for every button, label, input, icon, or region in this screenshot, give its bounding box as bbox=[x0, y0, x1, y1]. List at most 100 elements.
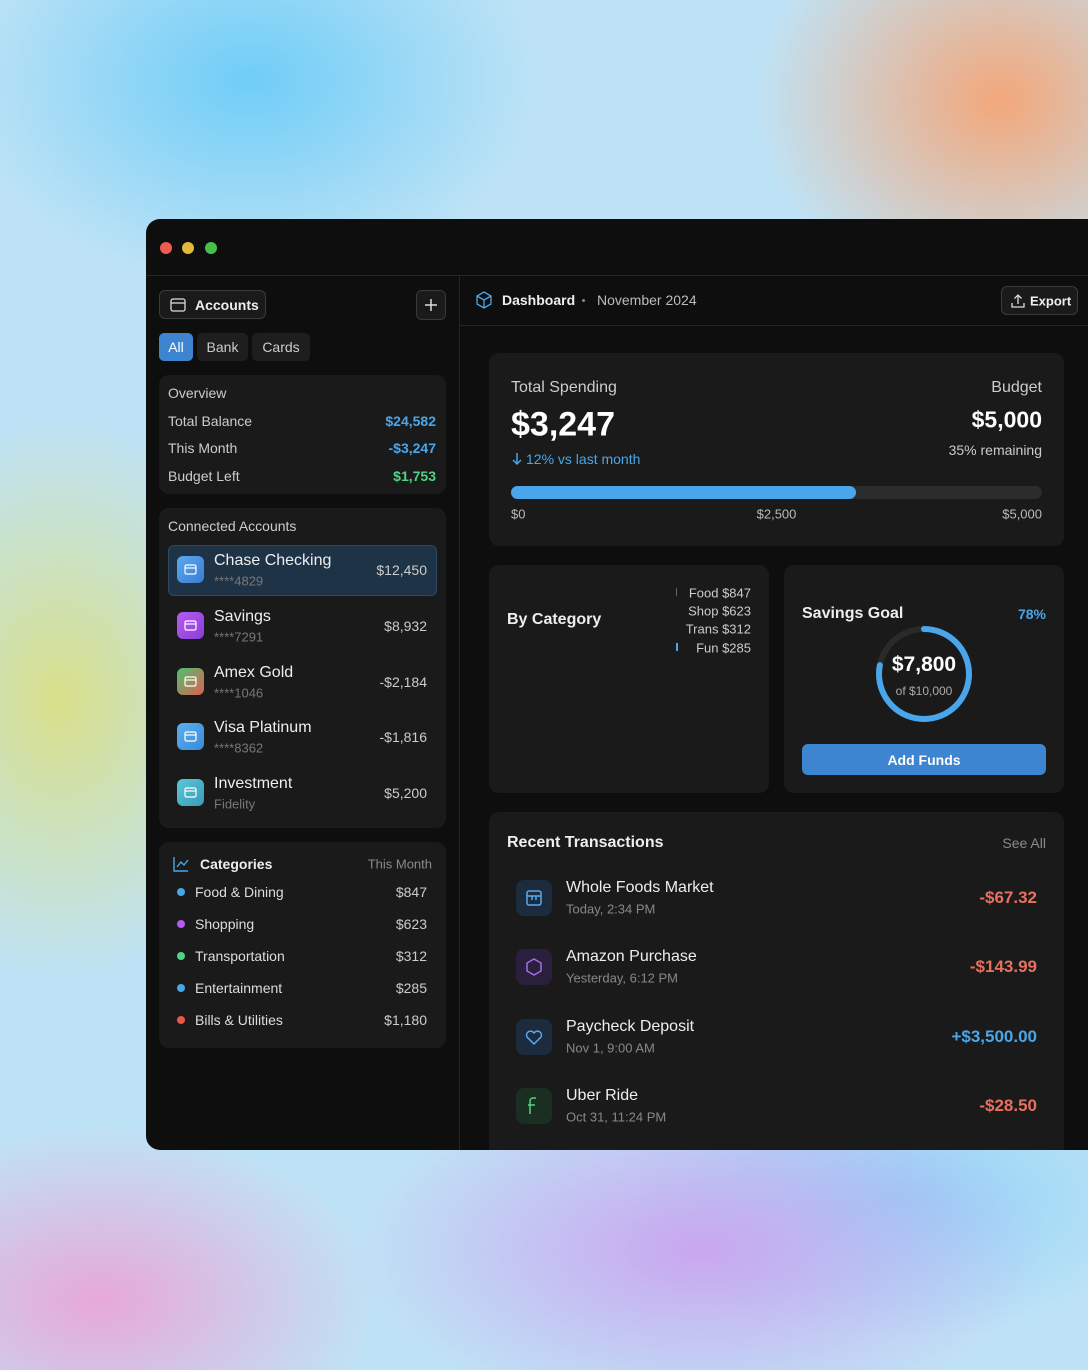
transaction-amount: -$28.50 bbox=[979, 1096, 1037, 1116]
account-item[interactable]: Amex Gold ****1046 -$2,184 bbox=[168, 656, 437, 708]
transaction-glyph bbox=[526, 958, 542, 977]
savings-title: Savings Goal bbox=[802, 605, 904, 622]
transaction-amount: -$143.99 bbox=[969, 957, 1037, 977]
card-glyph bbox=[184, 675, 197, 687]
transaction-amount: -$67.32 bbox=[979, 888, 1037, 907]
category-dot bbox=[177, 984, 185, 992]
account-item[interactable]: Investment Fidelity $5,200 bbox=[168, 767, 437, 819]
chart-icon bbox=[173, 857, 189, 872]
account-name: Investment bbox=[214, 775, 293, 792]
account-detail: ****7291 bbox=[214, 629, 264, 645]
by-category-title: By Category bbox=[507, 611, 602, 628]
transactions-card: Recent Transactions See All Whole Foods … bbox=[489, 812, 1064, 1150]
card-glyph bbox=[184, 787, 197, 798]
card-glyph bbox=[184, 564, 197, 575]
transaction-item[interactable]: Amazon Purchase Yesterday, 6:12 PM -$143.9… bbox=[507, 937, 1046, 997]
tab-label: All bbox=[168, 339, 184, 355]
category-amount: $847 bbox=[395, 884, 427, 900]
transaction-icon bbox=[516, 1088, 552, 1125]
transaction-icon bbox=[516, 880, 552, 916]
card-glyph bbox=[184, 731, 197, 742]
transaction-item[interactable]: Whole Foods Market Today, 2:34 PM -$67.32 bbox=[507, 868, 1046, 928]
progress-fill bbox=[511, 486, 856, 499]
transaction-time: Nov 1, 9:00 AM bbox=[566, 1040, 655, 1056]
account-icon bbox=[177, 779, 204, 806]
transaction-icon bbox=[516, 949, 552, 986]
export-icon bbox=[1011, 294, 1025, 308]
transaction-time: Today, 2:34 PM bbox=[566, 901, 656, 917]
plus-icon bbox=[425, 299, 437, 311]
account-amount: $12,450 bbox=[376, 562, 427, 578]
scale-label: $2,500 bbox=[756, 506, 797, 522]
savings-ring bbox=[876, 626, 972, 722]
account-name: Amex Gold bbox=[214, 663, 294, 681]
account-item[interactable]: Chase Checking ****4829 $12,450 bbox=[168, 544, 437, 596]
selected-highlight bbox=[168, 545, 437, 596]
scale-label: $0 bbox=[511, 506, 526, 522]
tab-cards[interactable]: Cards bbox=[252, 333, 310, 361]
export-label: Export bbox=[1030, 293, 1072, 309]
tab-all[interactable]: All bbox=[159, 333, 193, 361]
card-icon bbox=[170, 298, 186, 312]
account-name: Visa Platinum bbox=[214, 719, 312, 737]
category-amount: $623 bbox=[395, 916, 427, 932]
categories-period: This Month bbox=[367, 856, 432, 872]
transaction-glyph bbox=[526, 890, 542, 906]
accounts-button[interactable]: Accounts bbox=[159, 290, 266, 319]
legend-marker bbox=[676, 588, 677, 596]
tab-label: Cards bbox=[262, 339, 300, 355]
add-funds-button[interactable]: Add Funds bbox=[802, 744, 1046, 775]
account-name: Chase Checking bbox=[214, 552, 332, 569]
category-name: Bills & Utilities bbox=[195, 1012, 283, 1028]
transaction-time: Yesterday, 6:12 PM bbox=[566, 970, 679, 986]
scale-label: $5,000 bbox=[1002, 506, 1042, 522]
row-label: Budget Left bbox=[168, 468, 240, 484]
account-amount: -$2,184 bbox=[379, 673, 427, 690]
category-amount: $312 bbox=[395, 948, 427, 964]
category-amount: $1,180 bbox=[384, 1012, 427, 1028]
transaction-time: Oct 31, 11:24 PM bbox=[566, 1109, 667, 1125]
account-detail: Fidelity bbox=[214, 796, 256, 812]
tab-bank[interactable]: Bank bbox=[197, 333, 248, 361]
account-icon bbox=[177, 611, 204, 639]
account-icon bbox=[177, 556, 204, 583]
category-dot bbox=[177, 952, 185, 960]
category-name: Transportation bbox=[195, 948, 285, 964]
sidebar-border bbox=[459, 276, 460, 1150]
budget-amount: $5,000 bbox=[971, 406, 1042, 433]
category-dot bbox=[177, 920, 185, 928]
window-controls bbox=[160, 242, 217, 254]
connected-card: Connected Accounts Chase Checking ****482… bbox=[159, 508, 446, 828]
account-item[interactable]: Savings ****7291 $8,932 bbox=[168, 600, 437, 652]
savings-card: Savings Goal 78% $7,800 of $10,000 Add F… bbox=[784, 565, 1064, 793]
see-all[interactable]: See All bbox=[1002, 835, 1046, 851]
category-name: Entertainment bbox=[195, 980, 283, 996]
add-button[interactable] bbox=[416, 290, 446, 320]
account-icon bbox=[177, 667, 204, 695]
spending-card: Total Spending $3,247 12% vs last month … bbox=[489, 353, 1064, 546]
budget-remaining: 35% remaining bbox=[948, 442, 1042, 458]
breadcrumb-date: November 2024 bbox=[597, 292, 697, 308]
category-name: Shopping bbox=[195, 916, 255, 932]
category-amount: $285 bbox=[395, 980, 427, 996]
account-amount: $5,200 bbox=[384, 785, 427, 801]
category-dot bbox=[177, 888, 185, 896]
account-detail: ****8362 bbox=[214, 740, 264, 756]
export-button[interactable]: Export bbox=[1001, 286, 1078, 315]
account-detail: ****1046 bbox=[214, 685, 264, 700]
transaction-amount: +$3,500.00 bbox=[951, 1026, 1037, 1046]
app-window: Accounts All Bank Cards Overview Total B… bbox=[146, 219, 1088, 1150]
saved-amount: $7,800 bbox=[891, 653, 957, 676]
transaction-item[interactable]: Uber Ride Oct 31, 11:24 PM -$28.50 bbox=[507, 1076, 1046, 1136]
transaction-item[interactable]: Paycheck Deposit Nov 1, 9:00 AM +$3,500.00 bbox=[507, 1007, 1046, 1067]
account-amount: -$1,816 bbox=[379, 729, 427, 746]
account-item[interactable]: Visa Platinum ****8362 -$1,816 bbox=[168, 711, 437, 763]
categories-title: Categories bbox=[200, 856, 273, 872]
account-amount: $8,932 bbox=[384, 617, 427, 634]
transaction-name: Paycheck Deposit bbox=[566, 1017, 695, 1035]
transaction-name: Amazon Purchase bbox=[566, 948, 697, 966]
legend-marker bbox=[676, 643, 678, 651]
legend-entry: Food $847 bbox=[688, 585, 751, 601]
account-name: Savings bbox=[214, 607, 271, 625]
